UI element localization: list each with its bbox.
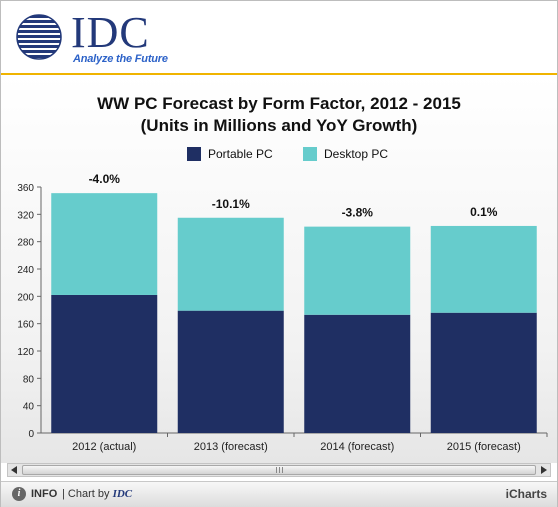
plot-svg: 0 40 80 120 160 200 240 280 320 360 2012 (actual) -… xyxy=(17,172,548,453)
logo-brand: IDC xyxy=(71,8,150,57)
bar-portable-2[interactable] xyxy=(304,314,411,433)
x-tick-label: 2014 (forecast) xyxy=(320,441,394,453)
x-tick-label: 2012 (actual) xyxy=(72,441,136,453)
info-icon[interactable]: i xyxy=(12,487,26,501)
legend-item-desktop[interactable]: Desktop PC xyxy=(303,147,388,161)
chart-title-line1: WW PC Forecast by Form Factor, 2012 - 20… xyxy=(97,94,461,113)
y-tick-label: 40 xyxy=(23,402,35,413)
chart-area: WW PC Forecast by Form Factor, 2012 - 20… xyxy=(1,75,557,463)
y-tick-label: 160 xyxy=(17,320,34,331)
bar-portable-1[interactable] xyxy=(177,310,284,433)
scroll-left-arrow-icon[interactable] xyxy=(11,466,17,474)
footer: i INFO | Chart by IDC iCharts xyxy=(1,481,557,507)
bar-desktop-2[interactable] xyxy=(304,226,411,315)
y-tick-label: 360 xyxy=(17,183,34,194)
idc-logo[interactable]: IDC Analyze the Future xyxy=(15,11,185,66)
chart-by-prefix: | Chart by xyxy=(62,488,110,500)
scroll-grip-icon xyxy=(276,467,284,473)
legend-item-portable[interactable]: Portable PC xyxy=(187,147,273,161)
y-tick-label: 320 xyxy=(17,210,34,221)
scroll-thumb[interactable] xyxy=(22,465,536,475)
legend-swatch-desktop xyxy=(303,147,317,161)
chart-title: WW PC Forecast by Form Factor, 2012 - 20… xyxy=(1,93,557,137)
legend-label-desktop: Desktop PC xyxy=(324,147,389,161)
bar-portable-0[interactable] xyxy=(51,294,158,433)
y-tick-label: 80 xyxy=(23,374,35,385)
chart-title-line2: (Units in Millions and YoY Growth) xyxy=(140,116,418,135)
growth-label: -3.8% xyxy=(342,206,374,220)
bar-desktop-3[interactable] xyxy=(430,225,537,313)
legend-swatch-portable xyxy=(187,147,201,161)
info-link[interactable]: INFO xyxy=(31,488,58,500)
idc-globe-icon xyxy=(16,14,62,60)
x-tick-label: 2013 (forecast) xyxy=(194,441,268,453)
y-tick-label: 240 xyxy=(17,265,34,276)
growth-label: 0.1% xyxy=(470,205,498,219)
icharts-brand[interactable]: iCharts xyxy=(505,487,547,501)
scroll-right-arrow-icon[interactable] xyxy=(541,466,547,474)
logo-tagline: Analyze the Future xyxy=(73,53,168,65)
legend: Portable PC Desktop PC xyxy=(1,147,557,165)
y-tick-label: 200 xyxy=(17,292,34,303)
legend-label-portable: Portable PC xyxy=(208,147,273,161)
growth-label: -4.0% xyxy=(89,172,121,186)
y-tick-label: 120 xyxy=(17,347,34,358)
bar-desktop-1[interactable] xyxy=(177,217,284,311)
bar-portable-3[interactable] xyxy=(430,312,537,433)
chart-by-credit[interactable]: | Chart by IDC xyxy=(62,488,132,500)
y-tick-label: 0 xyxy=(28,429,34,440)
y-tick-label: 280 xyxy=(17,238,34,249)
bar-desktop-0[interactable] xyxy=(51,193,158,295)
growth-label: -10.1% xyxy=(212,197,250,211)
x-tick-label: 2015 (forecast) xyxy=(447,441,521,453)
horizontal-scrollbar[interactable] xyxy=(7,463,551,477)
chart-by-brand: IDC xyxy=(112,488,133,500)
header: IDC Analyze the Future xyxy=(1,1,557,75)
